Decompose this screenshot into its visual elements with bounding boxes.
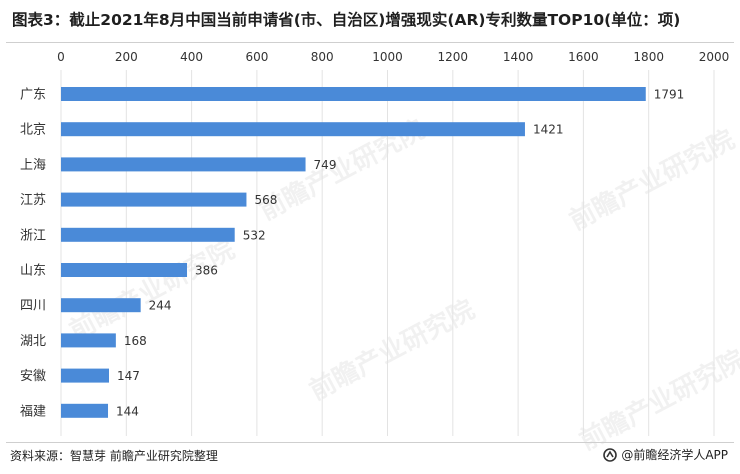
value-label: 568	[254, 193, 277, 207]
value-label: 244	[149, 299, 172, 313]
x-tick-label: 600	[245, 50, 268, 64]
bar	[61, 192, 247, 207]
bar	[61, 368, 109, 383]
bar	[61, 263, 188, 277]
x-tick-label: 800	[311, 50, 334, 64]
x-tick-label: 1200	[438, 50, 469, 64]
chart-title: 图表3：截止2021年8月中国当前申请省(市、自治区)增强现实(AR)专利数量T…	[12, 11, 681, 29]
bars	[61, 87, 646, 418]
value-label: 168	[124, 334, 147, 348]
value-label: 749	[314, 158, 337, 172]
bar-chart: 0 200 400 600 800 1000 1200 1400 1600 1800 2000 广东…	[20, 50, 729, 436]
brand-label: @前瞻经济学人APP	[621, 448, 728, 462]
category-label: 安徽	[20, 369, 46, 384]
x-tick-label: 0	[57, 50, 65, 64]
category-label: 江苏	[20, 192, 46, 208]
bar	[61, 87, 646, 101]
title-divider	[6, 42, 734, 43]
value-label: 386	[195, 264, 218, 278]
value-label: 1791	[654, 88, 685, 102]
category-label: 福建	[20, 404, 46, 419]
x-tick-label: 200	[115, 50, 138, 64]
bar	[61, 227, 235, 242]
bar	[61, 333, 116, 348]
value-label: 147	[117, 369, 140, 383]
category-label: 上海	[20, 158, 46, 173]
x-tick-label: 2000	[699, 50, 730, 64]
x-tick-label: 1000	[372, 50, 403, 64]
bar	[61, 157, 306, 172]
category-label: 北京	[20, 123, 46, 138]
x-tick-label: 400	[180, 50, 203, 64]
x-tick-label: 1800	[633, 50, 664, 64]
source-note: 资料来源：智慧芽 前瞻产业研究院整理	[10, 449, 218, 463]
x-tick-label: 1400	[503, 50, 534, 64]
category-label: 浙江	[20, 228, 46, 243]
footer-divider	[6, 442, 734, 443]
x-tick-label: 1600	[568, 50, 599, 64]
bar	[61, 403, 109, 418]
value-label: 144	[116, 404, 139, 418]
category-label: 山东	[20, 264, 46, 279]
bar	[61, 122, 525, 137]
category-label: 四川	[20, 299, 46, 314]
value-label: 1421	[533, 123, 564, 137]
brand-logo-icon	[603, 447, 618, 462]
category-label: 湖北	[20, 334, 46, 349]
category-label: 广东	[20, 88, 46, 103]
bar	[61, 298, 141, 313]
value-labels: 1791 1421 749 568 532 386 244 168 147 144	[116, 88, 684, 419]
x-axis-ticks: 0 200 400 600 800 1000 1200 1400 1600 1800 2000	[57, 50, 729, 64]
value-label: 532	[243, 228, 266, 242]
brand-credit: @前瞻经济学人APP	[603, 446, 728, 463]
